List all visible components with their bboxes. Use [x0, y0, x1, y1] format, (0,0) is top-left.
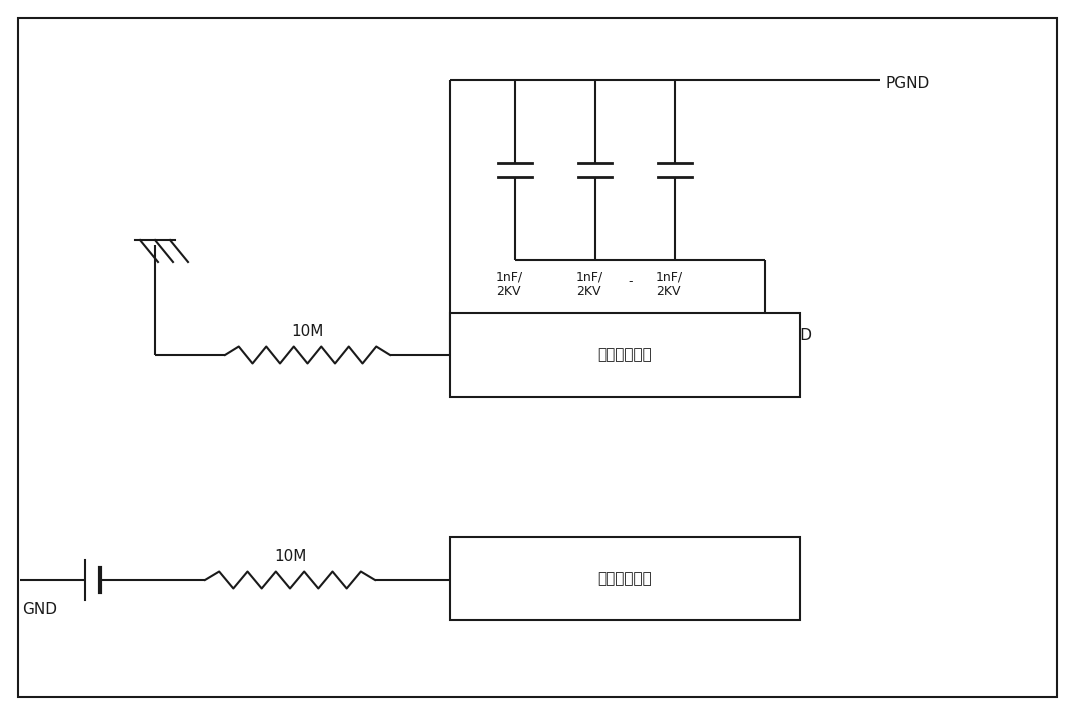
Text: 10M: 10M — [274, 549, 306, 564]
Text: GND: GND — [777, 327, 812, 342]
Text: GND: GND — [22, 602, 57, 617]
Text: 定位销导针右: 定位销导针右 — [598, 571, 653, 586]
Text: -: - — [628, 275, 632, 288]
FancyBboxPatch shape — [450, 313, 800, 397]
Text: 1nF/
2KV: 1nF/ 2KV — [656, 270, 683, 298]
Text: 1nF/
2KV: 1nF/ 2KV — [576, 270, 603, 298]
Text: 10M: 10M — [291, 324, 324, 339]
Text: 1nF/
2KV: 1nF/ 2KV — [496, 270, 524, 298]
FancyBboxPatch shape — [450, 537, 800, 620]
Text: 定位销导针左: 定位销导针左 — [598, 347, 653, 363]
Text: PGND: PGND — [886, 76, 930, 91]
